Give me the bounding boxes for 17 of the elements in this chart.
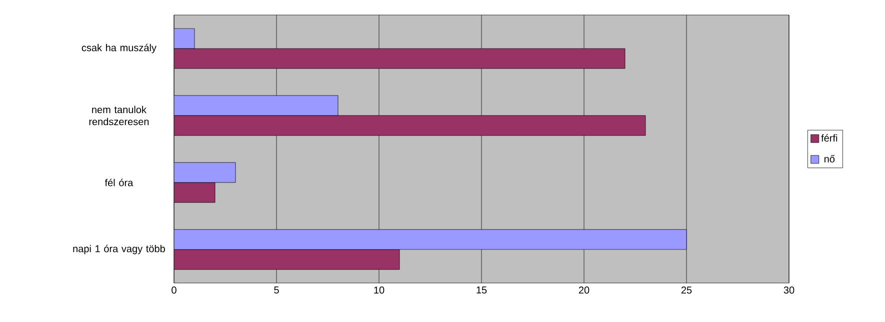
- x-tick-label: 30: [784, 286, 794, 294]
- y-tick-label: csak ha muszály: [82, 44, 156, 54]
- y-tick-label: fél óra: [104, 178, 134, 186]
- y-tick-label: napi 1 óra vagy több: [73, 244, 165, 254]
- bar: [174, 162, 236, 183]
- legend-label: nő: [824, 154, 835, 162]
- y-tick-label: nem tanulok rendszeresen: [89, 106, 149, 126]
- bar: [174, 28, 195, 49]
- x-tick-label: 5: [274, 286, 279, 294]
- bar: [174, 95, 338, 116]
- x-tick-label: 25: [681, 286, 692, 294]
- x-tick-label: 20: [578, 286, 590, 294]
- x-tick-label: 0: [172, 286, 176, 294]
- legend-label: férfi: [821, 134, 838, 142]
- x-tick-label: 10: [374, 286, 384, 294]
- x-tick-label: 15: [476, 286, 487, 294]
- bar: [174, 229, 687, 250]
